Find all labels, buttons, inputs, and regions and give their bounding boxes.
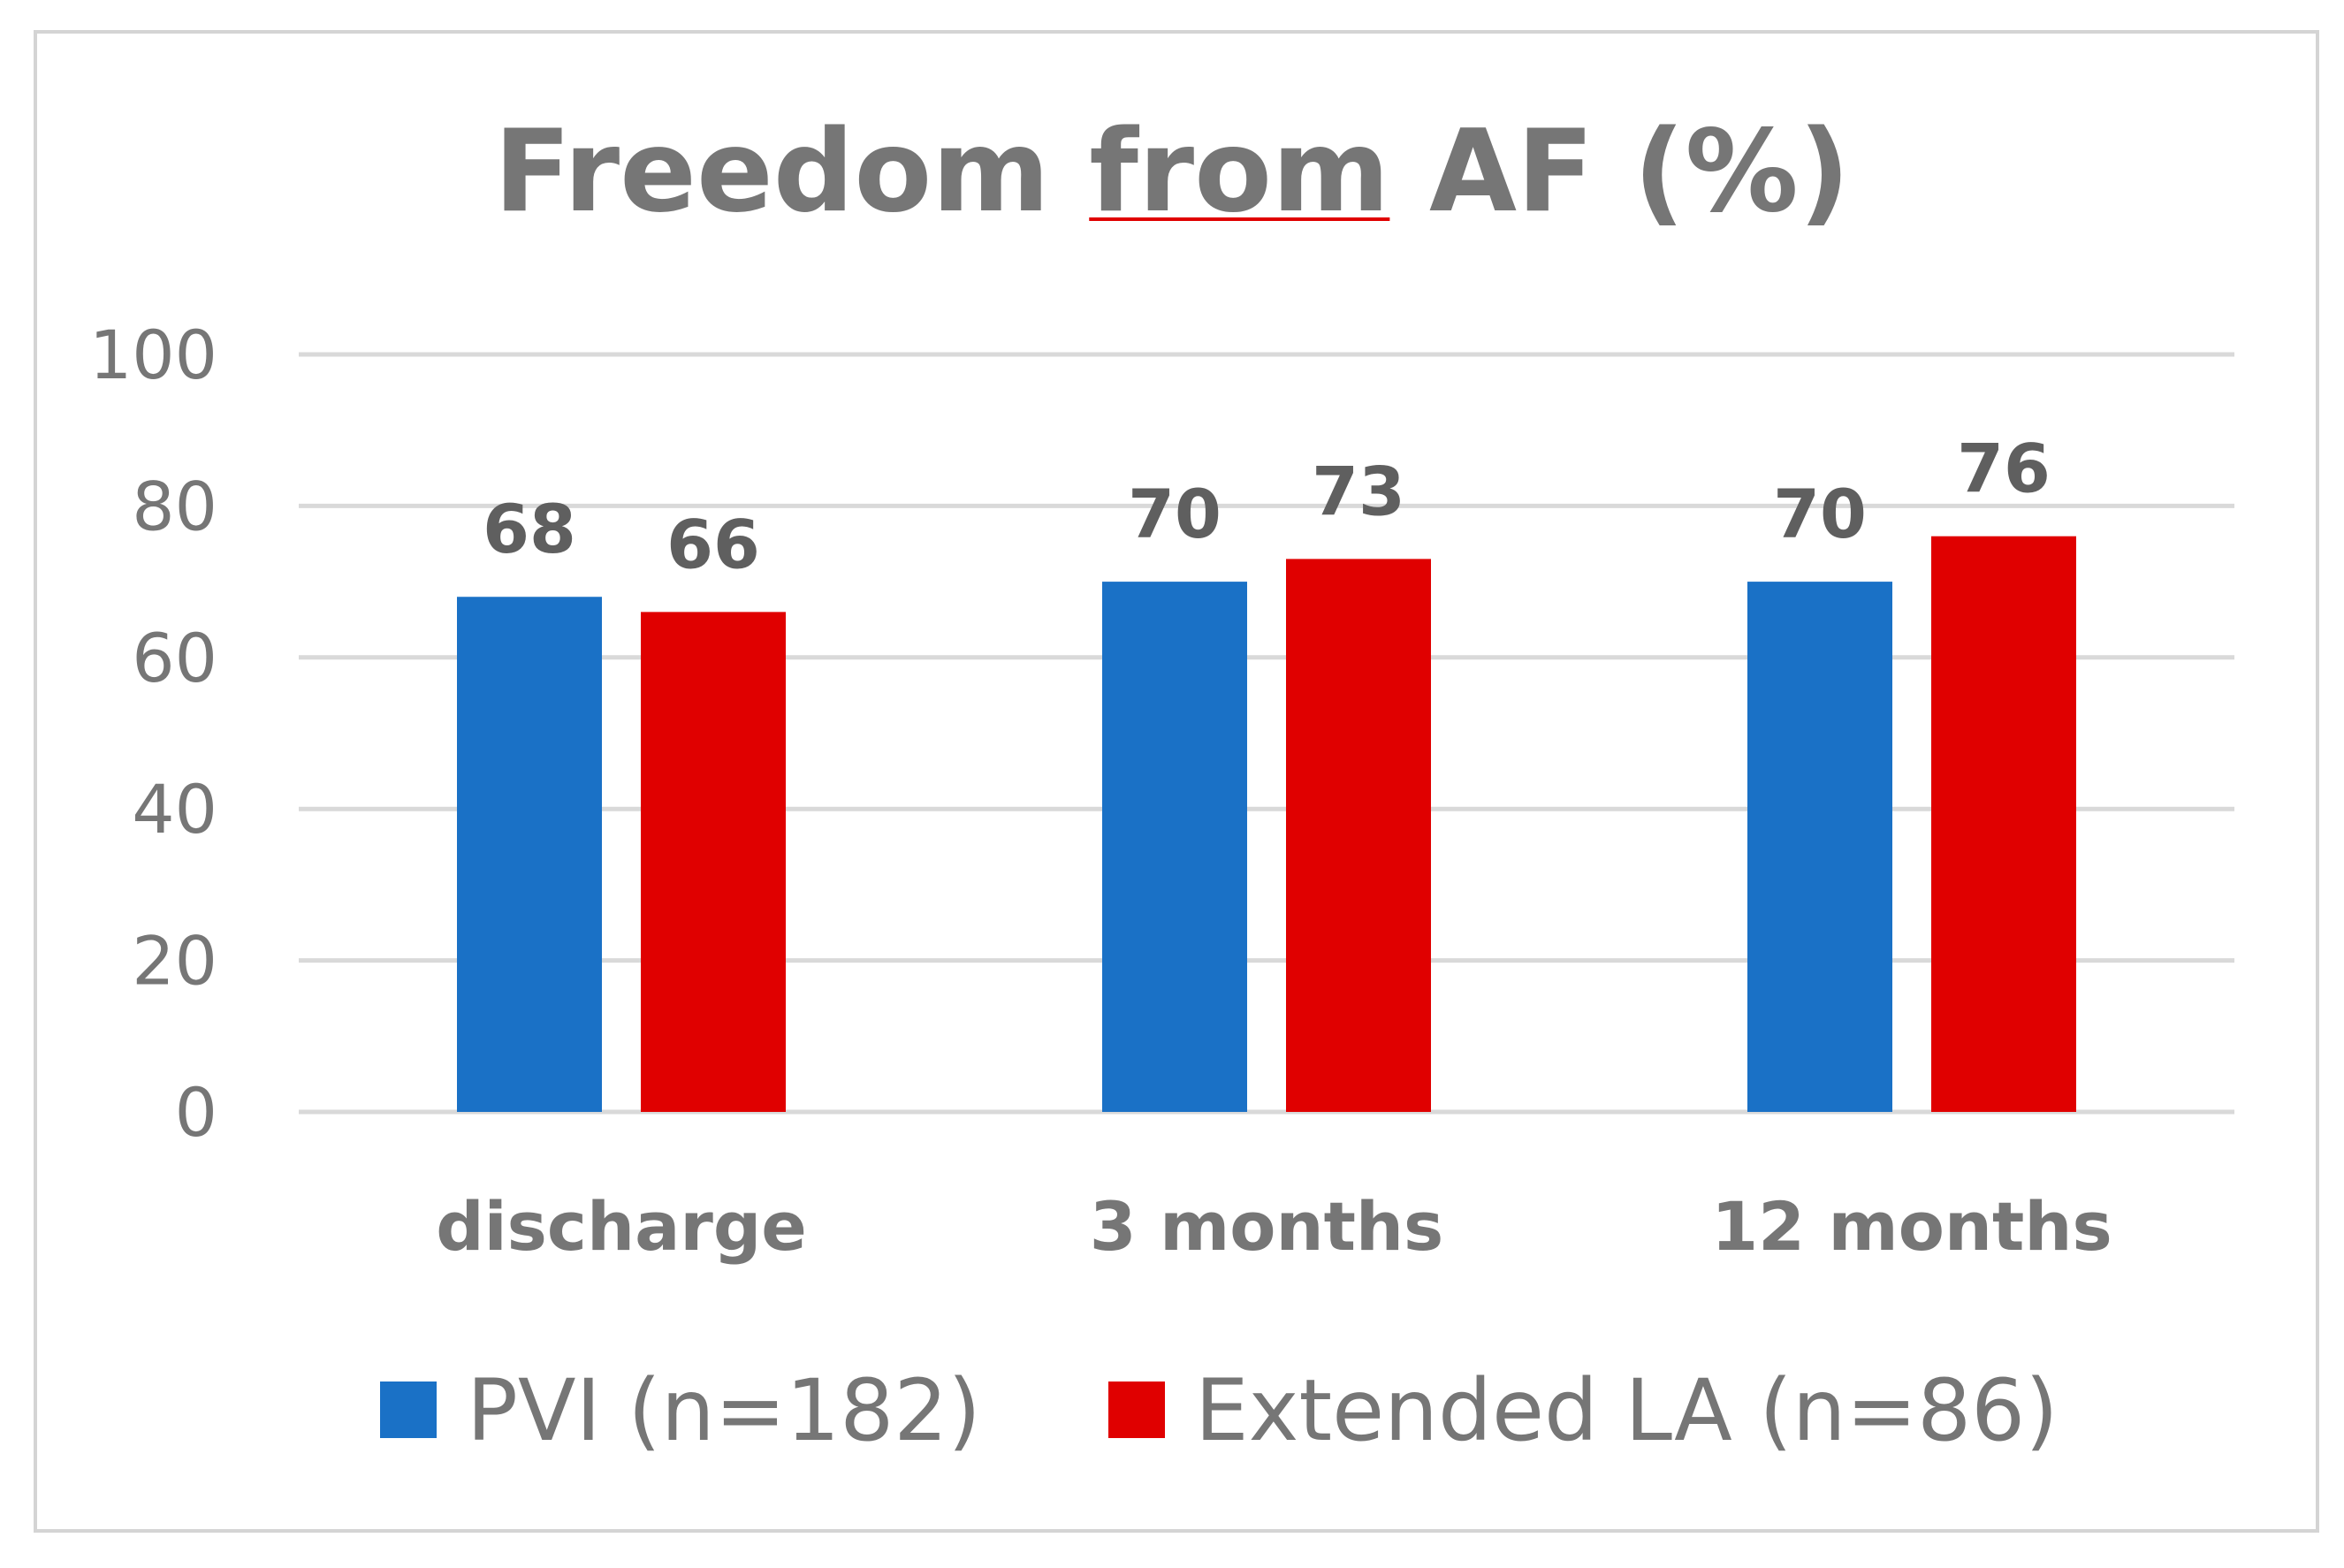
data-label-series1-12-months: 70 [1773, 475, 1867, 553]
y-tick-label-0: 0 [175, 1073, 217, 1152]
legend: PVI (n=182) Extended LA (n=86) [380, 1361, 2059, 1460]
x-axis-category-labels: discharge 3 months 12 months [436, 1187, 2112, 1266]
y-axis-tick-labels: 0 20 40 60 80 100 [89, 316, 217, 1152]
category-label-discharge: discharge [436, 1187, 807, 1266]
data-label-series2-3-months: 73 [1312, 452, 1405, 530]
bar-series2-3-months [1286, 559, 1431, 1112]
y-tick-label-40: 40 [132, 770, 217, 849]
bars [457, 536, 2076, 1112]
legend-label-series1: PVI (n=182) [467, 1361, 981, 1460]
chart-title-flagged-word: from [1089, 106, 1389, 238]
bar-series2-12-months [1931, 536, 2076, 1112]
data-label-series2-12-months: 76 [1957, 430, 2051, 508]
gridlines [299, 352, 2234, 1115]
data-label-series2-discharge: 66 [666, 505, 760, 583]
legend-label-series2: Extended LA (n=86) [1195, 1361, 2059, 1460]
legend-swatch-series1 [380, 1382, 437, 1438]
bar-series1-12-months [1747, 582, 1892, 1112]
y-tick-label-60: 60 [132, 619, 217, 697]
y-tick-label-100: 100 [89, 316, 217, 394]
bar-series2-discharge [641, 612, 786, 1112]
category-label-3-months: 3 months [1090, 1187, 1444, 1266]
data-label-series1-discharge: 68 [483, 490, 576, 568]
data-labels: 68 66 70 73 70 76 [483, 430, 2051, 584]
chart-title: Freedom from AF (%) [494, 106, 1851, 238]
bar-series1-discharge [457, 597, 602, 1112]
legend-swatch-series2 [1108, 1382, 1165, 1438]
data-label-series1-3-months: 70 [1128, 475, 1221, 553]
category-label-12-months: 12 months [1711, 1187, 2112, 1266]
chart-title-group: Freedom from AF (%) [494, 106, 1851, 238]
y-tick-label-80: 80 [132, 467, 217, 545]
y-tick-label-20: 20 [132, 922, 217, 1001]
bar-series1-3-months [1102, 582, 1247, 1112]
